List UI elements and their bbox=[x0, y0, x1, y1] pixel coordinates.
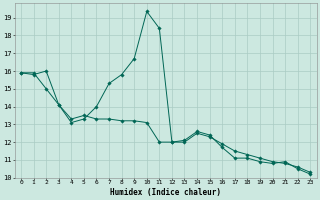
X-axis label: Humidex (Indice chaleur): Humidex (Indice chaleur) bbox=[110, 188, 221, 197]
